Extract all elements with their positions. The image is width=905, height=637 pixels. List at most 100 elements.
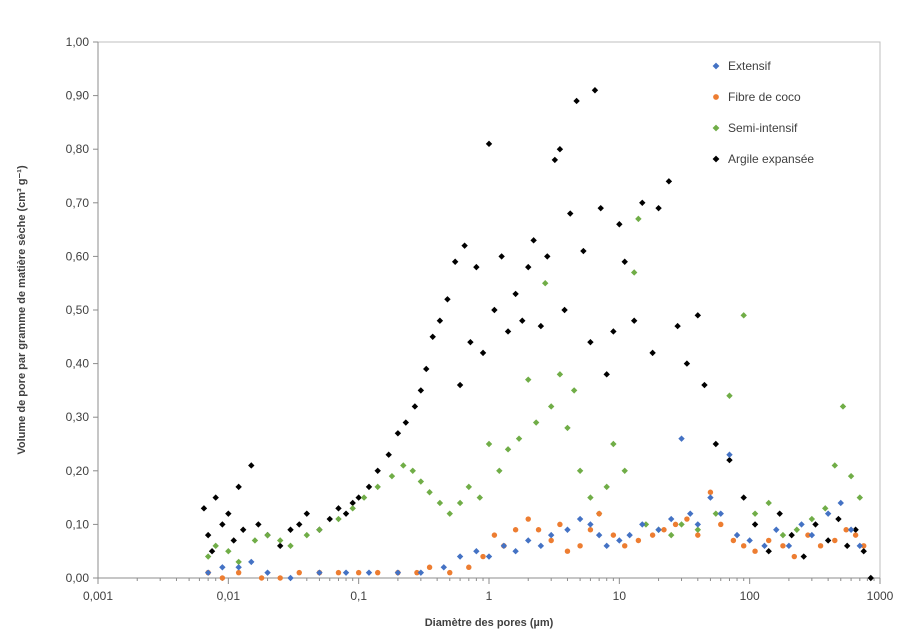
data-point [765,499,772,507]
data-point [537,322,545,330]
data-point [485,553,493,560]
data-point [414,569,420,576]
x-axis-title: Diamètre des pores (µm) [425,617,554,629]
data-point [591,87,599,94]
data-point [718,521,724,528]
data-point [296,569,302,576]
legend-marker [712,62,720,70]
data-point [556,371,564,378]
data-point [500,542,508,550]
data-point [793,526,801,533]
data-point [672,521,679,528]
y-tick-label: 0,00 [66,571,90,585]
data-point [835,515,842,523]
data-point [765,537,772,544]
data-point [639,521,646,528]
data-point [570,387,578,394]
data-point [610,532,617,538]
data-point [456,553,464,560]
data-point [258,575,265,581]
data-point [694,526,702,533]
data-point [535,527,542,533]
data-point [212,494,219,501]
data-point [456,499,464,507]
data-point [733,531,741,539]
data-point [831,462,839,469]
data-point [687,510,694,517]
data-point [630,317,638,324]
data-point [780,543,786,549]
data-point [504,446,512,453]
data-point [394,569,402,576]
data-point [451,258,459,265]
data-point [519,317,526,324]
data-point [498,253,505,260]
data-point [264,531,271,539]
data-point [374,569,381,576]
data-point [573,97,580,105]
data-point [296,521,303,528]
data-point [204,569,212,576]
data-point [402,419,410,426]
y-tick-label: 0,40 [66,357,90,371]
data-point [564,548,571,554]
data-point [726,451,733,458]
data-point [717,510,724,517]
data-point [832,537,838,544]
data-point [808,531,816,539]
legend-label: Extensif [728,59,771,73]
data-point [712,510,720,517]
data-point [726,392,733,399]
data-point [491,306,498,314]
data-point [839,403,847,410]
data-point [264,569,271,576]
data-point [785,542,793,550]
data-point [303,531,311,539]
data-point [473,263,480,271]
data-point [621,467,628,474]
axes: 0,00 0,10 0,20 0,30 0,40 0,50 0,60 0,70 0,80 0,90… [66,35,894,603]
data-point [355,494,362,501]
data-point [326,515,333,523]
data-point [504,328,512,335]
data-point [587,527,594,533]
legend-marker [712,155,720,163]
data-point [610,440,617,448]
data-point [525,516,531,522]
data-point [694,521,702,528]
y-axis-title: Volume de pore par gramme de matière sèc… [16,165,28,455]
data-point [496,467,503,474]
data-point [423,365,430,373]
data-point [712,440,720,448]
data-point [847,472,855,480]
data-point [707,489,714,495]
data-point [436,317,444,324]
y-tick-label: 0,30 [66,410,90,424]
data-point [512,527,519,533]
data-point [335,505,342,512]
data-point [219,575,226,581]
data-point [480,553,486,560]
data-point [773,526,780,533]
data-point [208,548,216,555]
data-point [596,510,602,517]
data-point [852,526,859,533]
data-point [239,526,247,533]
data-point [342,569,350,576]
data-point [694,312,702,319]
data-point [476,494,484,501]
data-point [374,483,381,491]
data-point [303,510,311,517]
data-point [417,387,425,394]
data-point [630,269,638,276]
data-point [544,253,551,260]
x-tick-label: 0,01 [217,589,241,603]
data-point [740,312,747,319]
data-point [843,542,851,550]
data-point [649,349,656,357]
data-point [746,537,753,544]
data-point [374,467,381,474]
data-point [409,467,416,474]
data-point [547,531,555,539]
